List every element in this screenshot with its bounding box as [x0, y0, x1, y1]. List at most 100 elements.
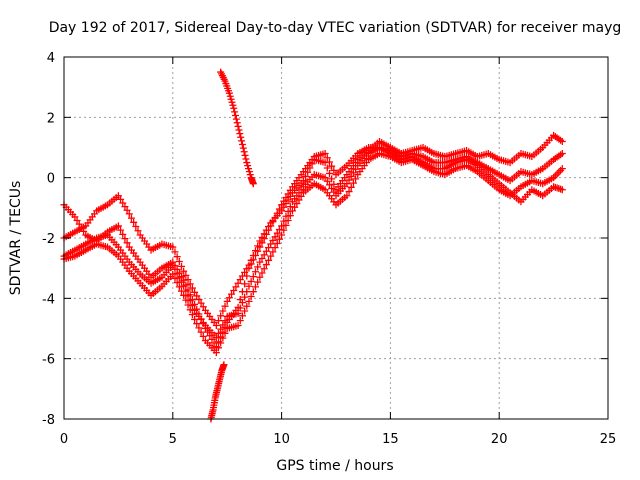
- series-trace-3: [60, 150, 566, 357]
- data-point: [249, 273, 257, 281]
- series-trace-4: [60, 144, 566, 342]
- data-point: [180, 267, 188, 275]
- y-tick-label: -8: [42, 413, 55, 428]
- data-point: [182, 287, 190, 295]
- data-point: [280, 197, 288, 205]
- data-point: [245, 165, 253, 173]
- data-point: [208, 335, 216, 343]
- data-point: [217, 325, 225, 333]
- series-trace-1: [60, 131, 566, 329]
- data-point: [73, 217, 81, 225]
- data-point: [275, 205, 283, 213]
- data-point: [269, 218, 277, 226]
- series-trace-6: [207, 361, 228, 423]
- y-axis-label: SDTVAR / TECUs: [8, 181, 24, 296]
- data-point: [295, 196, 303, 204]
- data-point: [171, 248, 179, 256]
- data-point: [284, 190, 292, 198]
- data-point: [217, 312, 225, 320]
- data-point: [186, 297, 194, 305]
- data-point: [191, 315, 199, 323]
- data-point: [282, 212, 290, 220]
- chart-title: Day 192 of 2017, Sidereal Day-to-day VTE…: [49, 20, 622, 36]
- data-point: [352, 165, 360, 173]
- data-point: [188, 302, 196, 310]
- data-point: [251, 251, 259, 259]
- data-point: [328, 185, 336, 193]
- data-point: [325, 158, 333, 166]
- x-tick-label: 10: [273, 432, 290, 447]
- data-point: [123, 239, 131, 247]
- data-point: [214, 344, 222, 352]
- data-point: [225, 89, 233, 97]
- data-point: [175, 274, 183, 282]
- data-point: [271, 213, 279, 221]
- data-point: [256, 273, 264, 281]
- data-point: [323, 154, 331, 162]
- data-point: [245, 264, 253, 272]
- data-point: [328, 162, 336, 170]
- data-point: [75, 220, 83, 228]
- data-point: [286, 186, 294, 194]
- data-point: [173, 270, 181, 278]
- data-point: [231, 108, 239, 116]
- data-point: [191, 288, 199, 296]
- data-point: [119, 199, 127, 207]
- data-point: [231, 112, 239, 120]
- data-point: [243, 288, 251, 296]
- data-point: [242, 155, 250, 163]
- data-point: [278, 222, 286, 230]
- data-point: [123, 206, 131, 214]
- data-point: [237, 133, 245, 141]
- data-point: [125, 210, 133, 218]
- data-point: [186, 280, 194, 288]
- data-point: [260, 251, 268, 259]
- data-point: [238, 299, 246, 307]
- data-point: [234, 309, 242, 317]
- data-point: [275, 226, 283, 234]
- data-point: [241, 293, 249, 301]
- data-point: [328, 175, 336, 183]
- x-tick-label: 0: [60, 432, 68, 447]
- x-tick-label: 20: [491, 432, 508, 447]
- data-point: [265, 244, 273, 252]
- data-point: [195, 324, 203, 332]
- data-point: [256, 243, 264, 251]
- data-point: [265, 226, 273, 234]
- data-point: [219, 307, 227, 315]
- x-tick-label: 5: [169, 432, 177, 447]
- data-point: [245, 168, 253, 176]
- data-point: [234, 122, 242, 130]
- data-point: [241, 268, 249, 276]
- data-point: [121, 203, 129, 211]
- data-point: [217, 339, 225, 347]
- data-point: [234, 321, 242, 329]
- data-point: [343, 180, 351, 188]
- y-tick-label: 4: [47, 51, 55, 66]
- data-point: [282, 194, 290, 202]
- y-tick-label: -2: [42, 232, 55, 247]
- data-point: [221, 317, 229, 325]
- data-points: [60, 68, 566, 423]
- data-point: [352, 175, 360, 183]
- data-point: [243, 159, 251, 167]
- data-point: [241, 307, 249, 315]
- data-point: [286, 203, 294, 211]
- x-tick-label: 25: [600, 432, 617, 447]
- data-point: [260, 265, 268, 273]
- data-point: [558, 186, 566, 194]
- y-tick-label: 0: [47, 172, 55, 187]
- data-point: [271, 244, 279, 252]
- data-point: [132, 223, 140, 231]
- data-point: [225, 294, 233, 302]
- data-point: [234, 279, 242, 287]
- data-point: [323, 177, 331, 185]
- data-point: [269, 236, 277, 244]
- data-point: [244, 162, 252, 170]
- data-point: [251, 268, 259, 276]
- data-point: [258, 239, 266, 247]
- data-point: [278, 201, 286, 209]
- data-point: [219, 321, 227, 329]
- data-point: [130, 218, 138, 226]
